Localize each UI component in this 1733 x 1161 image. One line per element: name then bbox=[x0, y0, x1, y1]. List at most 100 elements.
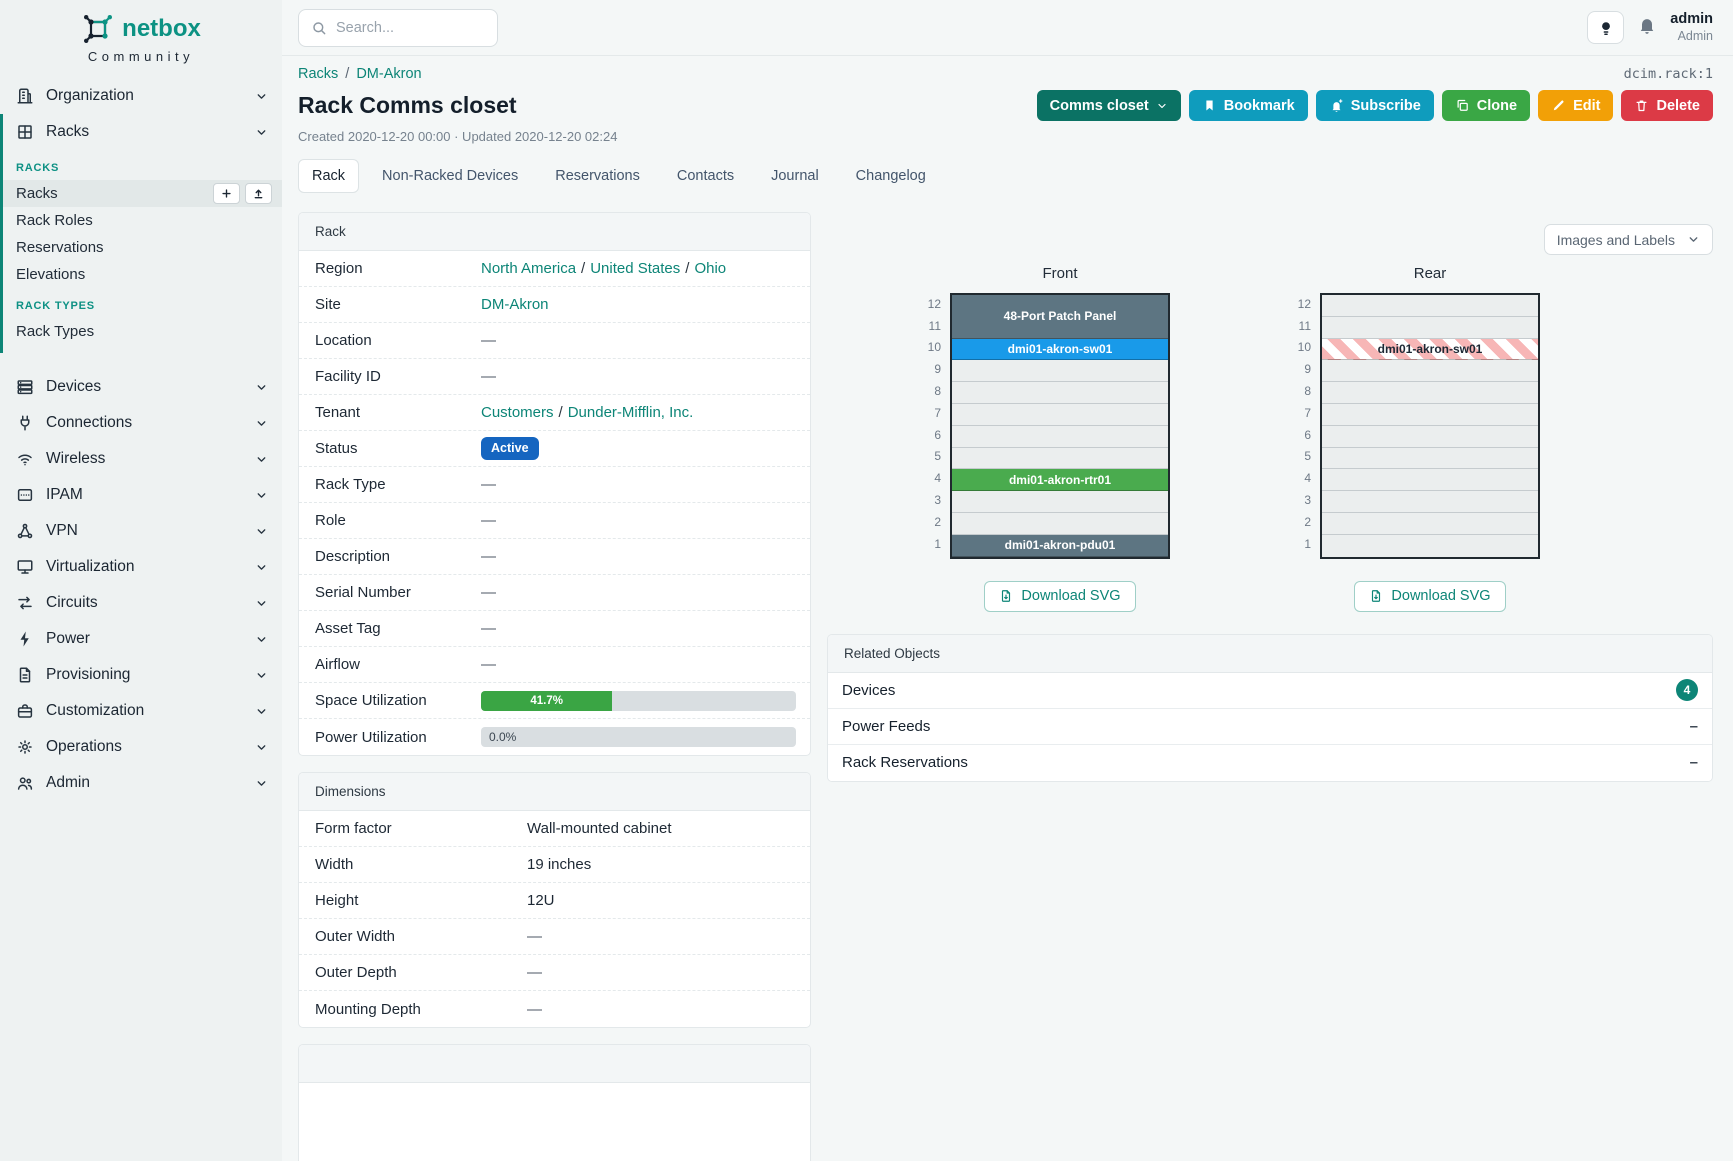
sidebar-item-customization[interactable]: Customization bbox=[0, 693, 282, 729]
rack-group-button[interactable]: Comms closet bbox=[1036, 90, 1181, 121]
sidebar-item-label: Rack Types bbox=[16, 323, 95, 340]
rack-device-48-port-patch-panel[interactable]: 48-Port Patch Panel bbox=[952, 295, 1168, 339]
sidebar-item-label: Wireless bbox=[46, 450, 106, 467]
file-download-icon bbox=[999, 589, 1013, 603]
import-button[interactable] bbox=[245, 183, 272, 204]
chevron-down-icon bbox=[1687, 233, 1700, 246]
search-box[interactable] bbox=[298, 8, 498, 47]
download-svg-rear-button[interactable]: Download SVG bbox=[1354, 580, 1506, 612]
tab-contacts[interactable]: Contacts bbox=[676, 168, 735, 184]
related-link[interactable]: Devices bbox=[842, 681, 896, 699]
field-row-location: Location — bbox=[299, 323, 810, 359]
rear-rack-diagram: dmi01-akron-sw01 bbox=[1320, 293, 1540, 559]
field-row-outer-depth: Outer Depth — bbox=[299, 955, 810, 991]
text-value: Wall-mounted cabinet bbox=[527, 820, 672, 837]
edit-button[interactable]: Edit bbox=[1538, 90, 1614, 121]
breadcrumb-racks-link[interactable]: Racks bbox=[298, 66, 339, 82]
bookmark-button[interactable]: Bookmark bbox=[1188, 90, 1308, 121]
sidebar-item-rack-roles[interactable]: Rack Roles bbox=[3, 207, 282, 234]
sidebar-item-admin[interactable]: Admin bbox=[0, 765, 282, 801]
right-column: Images and Labels Front 12 11 10 9 8 7 6 5 4 3 2 1 … bbox=[827, 212, 1713, 782]
field-label: Location bbox=[315, 332, 372, 349]
breadcrumb-site-link[interactable]: DM-Akron bbox=[356, 66, 422, 82]
field-row-region: Region North America / United States / Ohio bbox=[299, 251, 810, 287]
sidebar-item-label: Rack Roles bbox=[16, 212, 93, 229]
related-link[interactable]: Rack Reservations bbox=[842, 754, 968, 772]
elevation-view-select[interactable]: Images and Labels bbox=[1543, 224, 1713, 255]
notifications-button[interactable] bbox=[1637, 15, 1657, 40]
related-row-devices: Devices 4 bbox=[828, 672, 1712, 709]
rack-device-dmi01-akron-rtr01[interactable]: dmi01-akron-rtr01 bbox=[952, 469, 1168, 492]
user-menu[interactable]: admin Admin bbox=[1670, 11, 1713, 43]
field-value: Active bbox=[481, 437, 800, 460]
gear-icon bbox=[16, 738, 34, 756]
link-ohio[interactable]: Ohio bbox=[694, 260, 727, 277]
tab-non-racked-devices[interactable]: Non-Racked Devices bbox=[382, 168, 519, 184]
brand[interactable]: netbox Community bbox=[0, 12, 282, 64]
delete-button[interactable]: Delete bbox=[1621, 90, 1713, 121]
chevron-down-icon bbox=[255, 633, 268, 646]
object-id: dcim.rack:1 bbox=[1623, 66, 1713, 82]
sidebar-item-virtualization[interactable]: Virtualization bbox=[0, 549, 282, 585]
sidebar-item-elevations[interactable]: Elevations bbox=[3, 261, 282, 288]
link-dunder-mifflin-inc[interactable]: Dunder-Mifflin, Inc. bbox=[567, 404, 694, 421]
related-link[interactable]: Power Feeds bbox=[842, 717, 931, 735]
sidebar-item-vpn[interactable]: VPN bbox=[0, 513, 282, 549]
clone-button[interactable]: Clone bbox=[1441, 90, 1531, 121]
tab-rack[interactable]: Rack bbox=[298, 159, 360, 193]
sidebar-item-label: VPN bbox=[46, 522, 78, 539]
sidebar-item-racks[interactable]: Racks bbox=[3, 114, 282, 150]
briefcase-icon bbox=[16, 702, 34, 720]
unit-number: 12 bbox=[1297, 296, 1311, 311]
sidebar-item-racks[interactable]: Racks bbox=[3, 180, 282, 207]
unit-number: 11 bbox=[1298, 318, 1311, 333]
related-row-power-feeds: Power Feeds – bbox=[828, 708, 1712, 745]
sidebar-item-label: Connections bbox=[46, 414, 133, 431]
sidebar-item-reservations[interactable]: Reservations bbox=[3, 234, 282, 261]
sidebar-item-circuits[interactable]: Circuits bbox=[0, 585, 282, 621]
search-input[interactable] bbox=[336, 19, 485, 36]
tab-changelog[interactable]: Changelog bbox=[855, 168, 926, 184]
link-north-america[interactable]: North America bbox=[481, 260, 577, 277]
link-dm-akron[interactable]: DM-Akron bbox=[481, 296, 549, 313]
sidebar-item-organization[interactable]: Organization bbox=[0, 78, 282, 114]
front-title: Front bbox=[1042, 265, 1078, 282]
sidebar-item-devices[interactable]: Devices bbox=[0, 369, 282, 405]
tab-journal[interactable]: Journal bbox=[771, 168, 819, 184]
tab-reservations[interactable]: Reservations bbox=[555, 168, 640, 184]
empty-value: — bbox=[481, 620, 496, 637]
field-label: Status bbox=[315, 440, 358, 457]
sidebar-item-rack-types[interactable]: Rack Types bbox=[3, 318, 282, 345]
field-row-description: Description — bbox=[299, 539, 810, 575]
rack-device-dmi01-akron-sw01[interactable]: dmi01-akron-sw01 bbox=[1322, 338, 1538, 361]
count-badge[interactable]: 4 bbox=[1676, 679, 1698, 702]
sidebar-item-ipam[interactable]: IPAM bbox=[0, 477, 282, 513]
sidebar-item-power[interactable]: Power bbox=[0, 621, 282, 657]
sidebar-item-label: Elevations bbox=[16, 266, 86, 283]
field-value: — bbox=[481, 332, 800, 349]
link-united-states[interactable]: United States bbox=[590, 260, 681, 277]
rack-empty-unit bbox=[1322, 512, 1538, 535]
add-button[interactable] bbox=[213, 183, 240, 204]
chevron-down-icon bbox=[255, 90, 268, 103]
field-value: — bbox=[481, 368, 800, 385]
bolt-icon bbox=[16, 630, 34, 648]
field-row-facility-id: Facility ID — bbox=[299, 359, 810, 395]
sidebar-item-operations[interactable]: Operations bbox=[0, 729, 282, 765]
sidebar-item-wireless[interactable]: Wireless bbox=[0, 441, 282, 477]
theme-toggle-button[interactable] bbox=[1587, 11, 1625, 44]
rack-empty-unit bbox=[1322, 360, 1538, 383]
unit-number: 2 bbox=[934, 514, 941, 529]
rack-device-dmi01-akron-sw01[interactable]: dmi01-akron-sw01 bbox=[952, 338, 1168, 361]
download-svg-front-button[interactable]: Download SVG bbox=[984, 580, 1136, 612]
sidebar-item-provisioning[interactable]: Provisioning bbox=[0, 657, 282, 693]
subscribe-button[interactable]: Subscribe bbox=[1315, 90, 1434, 121]
rack-device-dmi01-akron-pdu01[interactable]: dmi01-akron-pdu01 bbox=[952, 534, 1168, 557]
link-customers[interactable]: Customers bbox=[481, 404, 554, 421]
sidebar-item-connections[interactable]: Connections bbox=[0, 405, 282, 441]
field-value: 0.0% bbox=[481, 727, 800, 747]
user-name: admin bbox=[1670, 11, 1713, 28]
rack-empty-unit bbox=[1322, 425, 1538, 448]
chevron-down-icon bbox=[255, 489, 268, 502]
rack-panel-title: Rack bbox=[299, 213, 810, 251]
